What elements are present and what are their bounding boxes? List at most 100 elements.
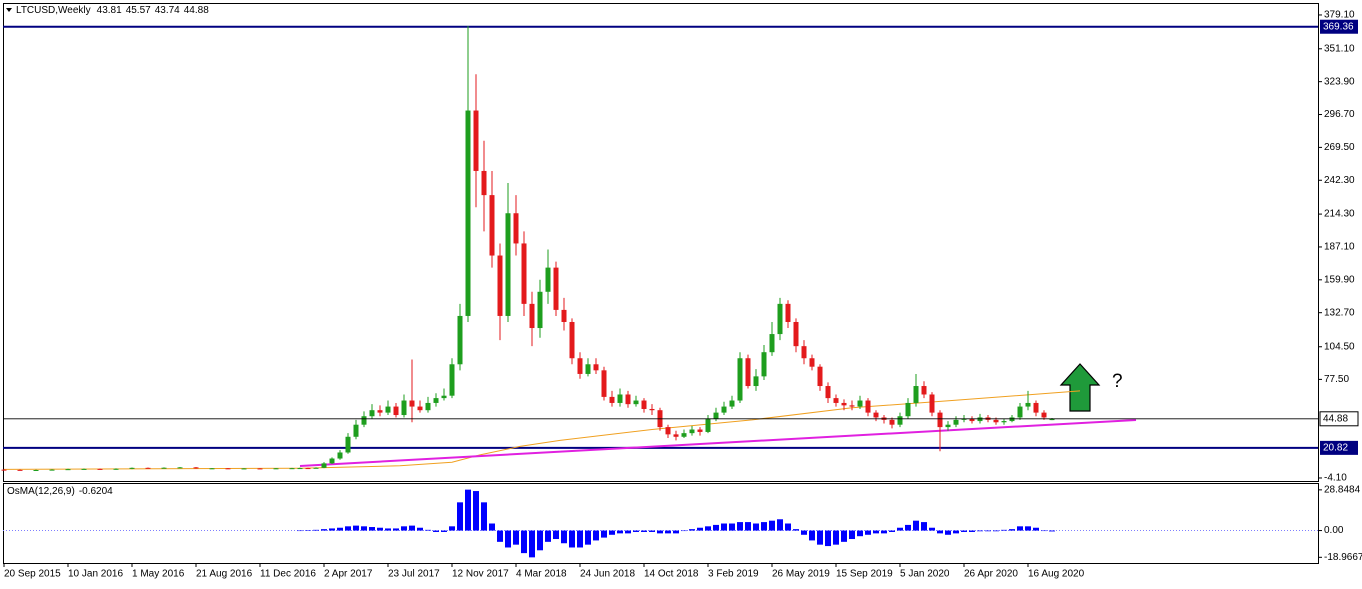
- candle-body: [402, 401, 407, 415]
- candle-body: [1002, 421, 1007, 422]
- x-tick-label: 4 Mar 2018: [516, 569, 567, 580]
- candle-body: [666, 427, 671, 434]
- histogram-bar: [433, 531, 439, 532]
- candle-body: [842, 403, 847, 405]
- y-tick-label: 159.90: [1324, 274, 1355, 285]
- histogram-bar: [513, 531, 519, 545]
- histogram-bar: [793, 529, 799, 530]
- histogram-bar: [713, 525, 719, 531]
- histogram-bar: [633, 531, 639, 532]
- histogram-bar: [697, 528, 703, 531]
- candle-body: [362, 416, 367, 424]
- histogram-bar: [905, 525, 911, 531]
- candle-body: [194, 467, 199, 468]
- histogram-bar: [761, 522, 767, 530]
- candle-body: [562, 310, 567, 322]
- y-tick-label: 0.00: [1324, 525, 1344, 536]
- candle-body: [642, 401, 647, 409]
- candle-body: [394, 407, 399, 415]
- histogram-bar: [785, 524, 791, 531]
- candle-body: [18, 470, 23, 471]
- histogram-bar: [441, 531, 447, 532]
- y-tick-label: 351.10: [1324, 43, 1355, 54]
- x-tick-label: 12 Nov 2017: [452, 569, 509, 580]
- candle-body: [730, 401, 735, 407]
- histogram-bar: [393, 528, 399, 530]
- candle-body: [514, 213, 519, 243]
- level-label: 369.36: [1323, 21, 1354, 32]
- candle-body: [458, 316, 463, 364]
- candle-body: [1042, 413, 1047, 418]
- y-tick-label: 296.70: [1324, 109, 1355, 120]
- histogram-bar: [705, 526, 711, 530]
- candle-body: [490, 195, 495, 255]
- candle-body: [498, 256, 503, 316]
- candle-body: [306, 468, 311, 469]
- histogram-bar: [313, 530, 319, 531]
- candle-body: [610, 397, 615, 403]
- indicator-title: OsMA(12,26,9): [7, 486, 75, 497]
- histogram-bar: [625, 531, 631, 534]
- candle-body: [466, 111, 471, 316]
- y-tick-label: -18.9667: [1324, 552, 1362, 563]
- histogram-bar: [849, 531, 855, 539]
- candle-body: [146, 468, 151, 469]
- histogram-bar: [721, 524, 727, 531]
- histogram-bar: [305, 530, 311, 531]
- candle-body: [290, 468, 295, 469]
- candle-body: [258, 468, 263, 469]
- histogram-bar: [777, 519, 783, 530]
- histogram-bar: [569, 531, 575, 548]
- candle-body: [322, 463, 327, 467]
- candle-body: [938, 413, 943, 427]
- last-high: 45.57: [126, 5, 151, 16]
- candle-body: [698, 430, 703, 432]
- histogram-bar: [1009, 529, 1015, 530]
- x-tick-label: 14 Oct 2018: [644, 569, 699, 580]
- candle-body: [546, 268, 551, 292]
- x-tick-label: 21 Aug 2016: [196, 569, 253, 580]
- candle-body: [818, 367, 823, 386]
- candle-body: [178, 467, 183, 468]
- histogram-bar: [529, 531, 535, 558]
- candle-body: [714, 413, 719, 419]
- annotation: ?: [1112, 371, 1123, 392]
- candle-body: [738, 358, 743, 400]
- histogram-bar: [873, 531, 879, 534]
- candle-body: [82, 469, 87, 470]
- candle-body: [442, 396, 447, 398]
- x-tick-label: 26 Apr 2020: [964, 569, 1018, 580]
- histogram-bar: [681, 531, 687, 532]
- candle-body: [1034, 403, 1039, 413]
- histogram-bar: [833, 531, 839, 545]
- y-tick-label: 269.50: [1324, 142, 1355, 153]
- histogram-bar: [329, 528, 335, 530]
- histogram-bar: [641, 531, 647, 532]
- histogram-bar: [321, 529, 327, 530]
- candle-body: [210, 468, 215, 469]
- histogram-bar: [1041, 531, 1047, 532]
- histogram-bar: [817, 531, 823, 545]
- x-tick-label: 26 May 2019: [772, 569, 830, 580]
- histogram-bar: [801, 531, 807, 535]
- histogram-bar: [913, 521, 919, 531]
- candle-body: [298, 468, 303, 469]
- candle-body: [1010, 417, 1015, 421]
- histogram-bar: [497, 531, 503, 542]
- candle-body: [890, 420, 895, 425]
- x-tick-label: 16 Aug 2020: [1028, 569, 1085, 580]
- histogram-bar: [665, 531, 671, 534]
- candle-body: [538, 292, 543, 328]
- histogram-bar: [337, 528, 343, 531]
- histogram-bar: [465, 490, 471, 531]
- histogram-bar: [809, 531, 815, 541]
- histogram-bar: [617, 531, 623, 534]
- x-tick-label: 10 Jan 2016: [68, 569, 123, 580]
- candle-body: [778, 304, 783, 334]
- histogram-bar: [1049, 531, 1055, 532]
- candle-body: [474, 111, 479, 171]
- y-tick-label: -4.10: [1324, 473, 1347, 484]
- candle-body: [874, 413, 879, 418]
- histogram-bar: [961, 531, 967, 532]
